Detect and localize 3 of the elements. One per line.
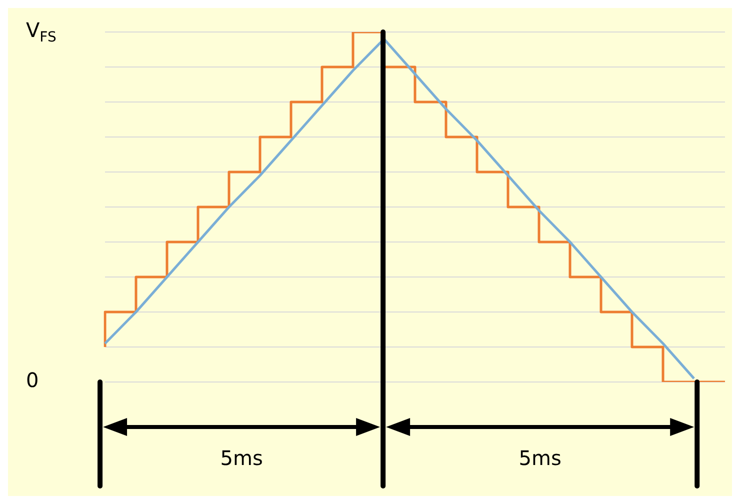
text: 5ms bbox=[518, 446, 562, 470]
text: 5ms bbox=[220, 446, 263, 470]
text: 0 bbox=[26, 368, 39, 392]
